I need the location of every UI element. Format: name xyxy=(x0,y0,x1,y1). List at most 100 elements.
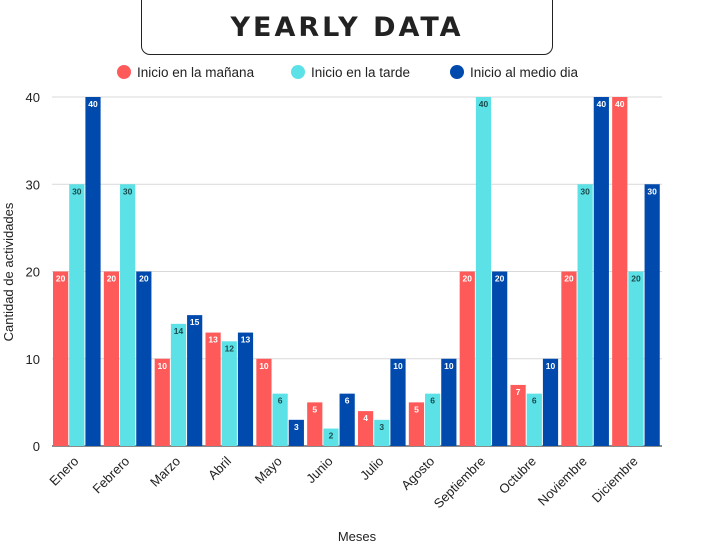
bar-3-julio xyxy=(390,358,406,446)
y-axis-label: Cantidad de actividades xyxy=(1,202,16,341)
bar-data-label: 40 xyxy=(615,99,625,109)
bar-data-label: 2 xyxy=(329,431,334,441)
x-tick-label: Noviembre xyxy=(535,454,590,509)
bar-1-mayo xyxy=(256,358,272,446)
legend-entry: Inicio al medio dia xyxy=(470,65,579,80)
bar-1-junio xyxy=(307,402,323,446)
x-tick-label: Junio xyxy=(303,454,336,487)
y-axis-ticks: 0 10 20 30 40 xyxy=(26,90,40,454)
bar-1-diciembre xyxy=(612,97,628,446)
bar-2-junio xyxy=(323,428,339,446)
x-tick-label: Julio xyxy=(357,454,387,484)
bar-data-label: 10 xyxy=(158,361,168,371)
bar-data-label: 13 xyxy=(241,335,251,345)
x-tick-label: Abril xyxy=(205,453,234,482)
bar-data-label: 20 xyxy=(107,274,117,284)
bar-2-julio xyxy=(374,419,390,446)
bar-2-mayo xyxy=(272,393,288,446)
bar-3-diciembre xyxy=(644,184,660,446)
bar-data-label: 6 xyxy=(430,396,435,406)
bar-2-agosto xyxy=(425,393,441,446)
x-tick-label: Agosto xyxy=(398,454,437,493)
bar-data-label: 6 xyxy=(345,396,350,406)
bar-2-febrero xyxy=(120,184,136,446)
bar-data-label: 4 xyxy=(363,413,368,423)
bar-2-abril xyxy=(221,341,237,446)
bar-1-julio xyxy=(358,411,374,446)
bar-2-enero xyxy=(69,184,85,446)
x-tick-label: Enero xyxy=(46,454,81,489)
bar-data-label: 3 xyxy=(379,422,384,432)
bar-data-label: 14 xyxy=(174,326,184,336)
bar-2-noviembre xyxy=(577,184,593,446)
bar-data-label: 20 xyxy=(463,274,473,284)
bar-1-agosto xyxy=(408,402,425,446)
bar-3-agosto xyxy=(441,358,457,446)
bar-data-label: 20 xyxy=(631,274,641,284)
bar-data-label: 40 xyxy=(88,99,98,109)
bar-data-label: 40 xyxy=(479,99,489,109)
x-axis-ticks: Enero Febrero Marzo Abril Mayo Junio Julio Agos… xyxy=(46,453,640,511)
bar-2-diciembre xyxy=(628,271,644,446)
y-tick-label: 0 xyxy=(33,439,40,454)
bar-data-label: 6 xyxy=(278,396,283,406)
bar-3-febrero xyxy=(136,271,152,446)
x-tick-label: Diciembre xyxy=(589,454,641,506)
bar-data-label: 13 xyxy=(208,335,218,345)
bar-data-label: 15 xyxy=(190,317,200,327)
legend-marker xyxy=(117,65,131,79)
bar-data-label: 3 xyxy=(294,422,299,432)
bar-3-octubre xyxy=(542,358,559,446)
bar-2-septiembre xyxy=(475,97,492,446)
bar-3-enero xyxy=(85,97,101,446)
bar-data-label: 30 xyxy=(647,186,657,196)
bar-2-marzo xyxy=(170,323,187,446)
bar-data-label: 7 xyxy=(516,387,521,397)
chart-title-box: YEARLY DATA xyxy=(141,0,553,55)
x-tick-label: Marzo xyxy=(147,454,183,490)
bar-data-label: 6 xyxy=(532,396,537,406)
bar-data-label: 30 xyxy=(72,186,82,196)
bar-1-septiembre xyxy=(459,271,475,446)
y-tick-label: 30 xyxy=(26,177,40,192)
y-tick-label: 20 xyxy=(26,265,40,280)
y-tick-label: 40 xyxy=(26,90,40,105)
legend-entry: Inicio en la tarde xyxy=(311,65,410,80)
bar-data-label: 20 xyxy=(495,274,505,284)
bar-3-marzo xyxy=(187,315,203,446)
bar-data-label: 40 xyxy=(597,99,607,109)
legend: Inicio en la mañana Inicio en la tarde Ini… xyxy=(117,65,579,80)
bar-1-abril xyxy=(205,332,221,446)
bar-data-label: 30 xyxy=(123,186,133,196)
legend-marker xyxy=(450,65,464,79)
bar-1-noviembre xyxy=(561,271,577,446)
x-axis-label: Meses xyxy=(338,529,377,544)
bar-2-octubre xyxy=(526,393,542,446)
bar-data-label: 20 xyxy=(564,274,574,284)
bar-3-junio xyxy=(339,393,355,446)
legend-entry: Inicio en la mañana xyxy=(137,65,255,80)
bar-data-label: 5 xyxy=(414,404,419,414)
bars: 20 30 40 20 30 20 10 14 15 13 12 13 10 6 3 5 2 6 4 3 10 5 6 10 2… xyxy=(53,97,660,446)
x-tick-label: Febrero xyxy=(90,454,133,497)
y-tick-label: 10 xyxy=(26,352,40,367)
bar-data-label: 10 xyxy=(444,361,454,371)
x-tick-label: Mayo xyxy=(252,454,285,487)
bar-1-febrero xyxy=(103,271,120,446)
bar-3-abril xyxy=(237,332,254,446)
bar-data-label: 30 xyxy=(580,186,590,196)
chart-title: YEARLY DATA xyxy=(230,11,464,43)
grid-lines xyxy=(52,96,662,447)
x-tick-label: Octubre xyxy=(496,454,539,497)
bar-data-label: 10 xyxy=(393,361,403,371)
x-tick-label: Septiembre xyxy=(431,454,489,512)
bar-1-marzo xyxy=(154,358,170,446)
bar-data-label: 10 xyxy=(259,361,269,371)
legend-marker xyxy=(291,65,305,79)
bar-1-octubre xyxy=(510,384,526,446)
bar-data-label: 20 xyxy=(139,274,149,284)
bar-3-mayo xyxy=(288,419,304,446)
bar-data-label: 5 xyxy=(312,404,317,414)
bar-data-label: 10 xyxy=(546,361,556,371)
